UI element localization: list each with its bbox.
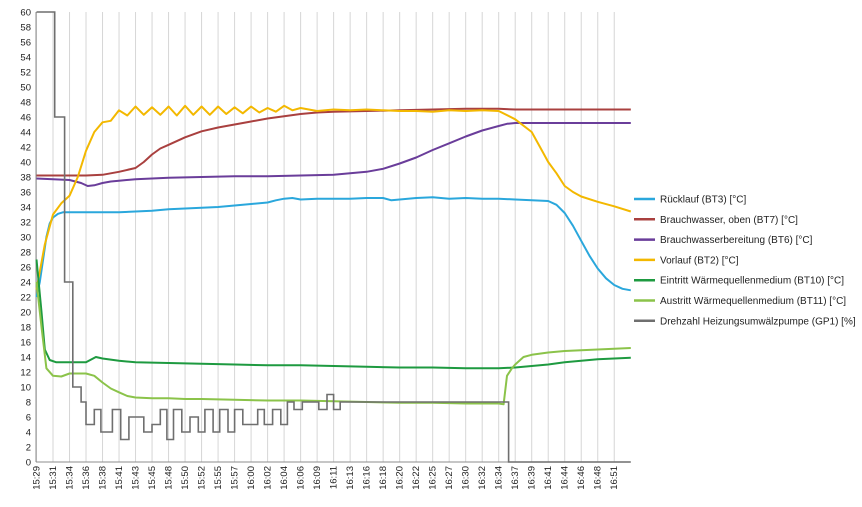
y-tick-label: 60 (20, 8, 31, 19)
x-tick-label: 16:18 (378, 466, 389, 490)
y-tick-label: 18 (20, 323, 31, 334)
y-tick-label: 58 (20, 23, 31, 34)
legend-label: Austritt Wärmequellenmedium (BT11) [°C] (660, 296, 846, 307)
x-tick-label: 16:30 (461, 466, 472, 490)
y-tick-label: 32 (20, 218, 31, 229)
x-tick-label: 16:00 (246, 466, 257, 490)
x-tick-label: 16:37 (510, 466, 521, 490)
vertical-grid (36, 12, 615, 462)
legend-label: Rücklauf (BT3) [°C] (660, 195, 746, 206)
y-tick-label: 0 (26, 458, 31, 469)
legend-label: Brauchwasserbereitung (BT6) [°C] (660, 235, 813, 246)
y-tick-labels: 0246810121416182022242628303234363840424… (20, 8, 31, 469)
y-tick-label: 48 (20, 98, 31, 109)
y-tick-label: 10 (20, 383, 31, 394)
x-tick-label: 16:16 (362, 466, 373, 490)
y-tick-label: 16 (20, 338, 31, 349)
legend-label: Eintritt Wärmequellenmedium (BT10) [°C] (660, 276, 844, 287)
x-tick-label: 16:22 (411, 466, 422, 490)
legend-label: Vorlauf (BT2) [°C] (660, 255, 739, 266)
y-tick-label: 36 (20, 188, 31, 199)
x-tick-label: 15:55 (213, 466, 224, 490)
x-tick-label: 16:02 (263, 466, 274, 490)
y-tick-label: 54 (20, 53, 31, 64)
x-tick-label: 16:48 (593, 466, 604, 490)
x-tick-label: 15:36 (81, 466, 92, 490)
x-tick-label: 16:32 (477, 466, 488, 490)
y-tick-label: 46 (20, 113, 31, 124)
x-tick-label: 16:46 (576, 466, 587, 490)
series-line-6 (35, 281, 631, 406)
x-tick-label: 16:39 (527, 466, 538, 490)
x-tick-label: 15:45 (147, 466, 158, 490)
x-tick-label: 15:41 (114, 466, 125, 490)
series-line-7 (36, 11, 631, 463)
y-tick-label: 52 (20, 68, 31, 79)
x-tick-label: 15:29 (32, 466, 43, 490)
x-tick-label: 15:38 (98, 466, 109, 490)
y-tick-label: 26 (20, 263, 31, 274)
legend-label: Drehzahl Heizungsumwälzpumpe (GP1) [%] (660, 316, 856, 327)
x-tick-label: 16:25 (428, 466, 439, 490)
y-tick-label: 44 (20, 128, 31, 139)
y-tick-label: 30 (20, 233, 31, 244)
series-line-4 (35, 104, 632, 290)
x-tick-label: 15:48 (164, 466, 175, 490)
y-tick-label: 42 (20, 143, 31, 154)
y-tick-label: 8 (26, 398, 31, 409)
series-lines (35, 11, 632, 463)
y-tick-label: 4 (26, 428, 31, 439)
legend-label: Brauchwasser, oben (BT7) [°C] (660, 215, 798, 226)
x-tick-label: 15:31 (48, 466, 59, 490)
y-tick-label: 22 (20, 293, 31, 304)
x-tick-label: 16:44 (560, 466, 571, 490)
series-line-5 (35, 259, 631, 370)
x-tick-label: 16:11 (329, 466, 340, 489)
y-tick-label: 20 (20, 308, 31, 319)
x-tick-label: 16:51 (609, 466, 620, 490)
x-tick-label: 15:34 (65, 466, 76, 490)
series-line-3 (36, 122, 631, 187)
y-tick-label: 14 (20, 353, 31, 364)
x-tick-label: 16:27 (444, 466, 455, 490)
x-tick-label: 15:50 (180, 466, 191, 490)
x-tick-label: 15:57 (230, 466, 241, 490)
x-tick-label: 15:43 (131, 466, 142, 490)
x-tick-labels: 15:29 15:31 15:34 15:36 15:38 15:41 15:43 15:45… (32, 466, 621, 490)
y-tick-label: 2 (26, 443, 31, 454)
series-line-1 (35, 196, 631, 298)
series-line-2 (36, 107, 631, 177)
y-tick-label: 24 (20, 278, 31, 289)
y-tick-label: 12 (20, 368, 31, 379)
x-tick-label: 16:04 (279, 466, 290, 490)
x-tick-label: 16:13 (345, 466, 356, 490)
y-tick-label: 6 (26, 413, 31, 424)
x-tick-label: 16:34 (494, 466, 505, 490)
x-tick-label: 16:09 (312, 466, 323, 490)
y-tick-label: 56 (20, 38, 31, 49)
y-tick-label: 28 (20, 248, 31, 259)
x-tick-label: 16:41 (543, 466, 554, 490)
y-tick-label: 40 (20, 158, 31, 169)
y-tick-label: 50 (20, 83, 31, 94)
x-tick-label: 15:52 (197, 466, 208, 490)
x-tick-label: 16:06 (296, 466, 307, 490)
y-tick-label: 34 (20, 203, 31, 214)
y-tick-label: 38 (20, 173, 31, 184)
x-tick-label: 16:20 (395, 466, 406, 490)
legend: Rücklauf (BT3) [°C] Brauchwasser, oben (B… (634, 195, 856, 327)
